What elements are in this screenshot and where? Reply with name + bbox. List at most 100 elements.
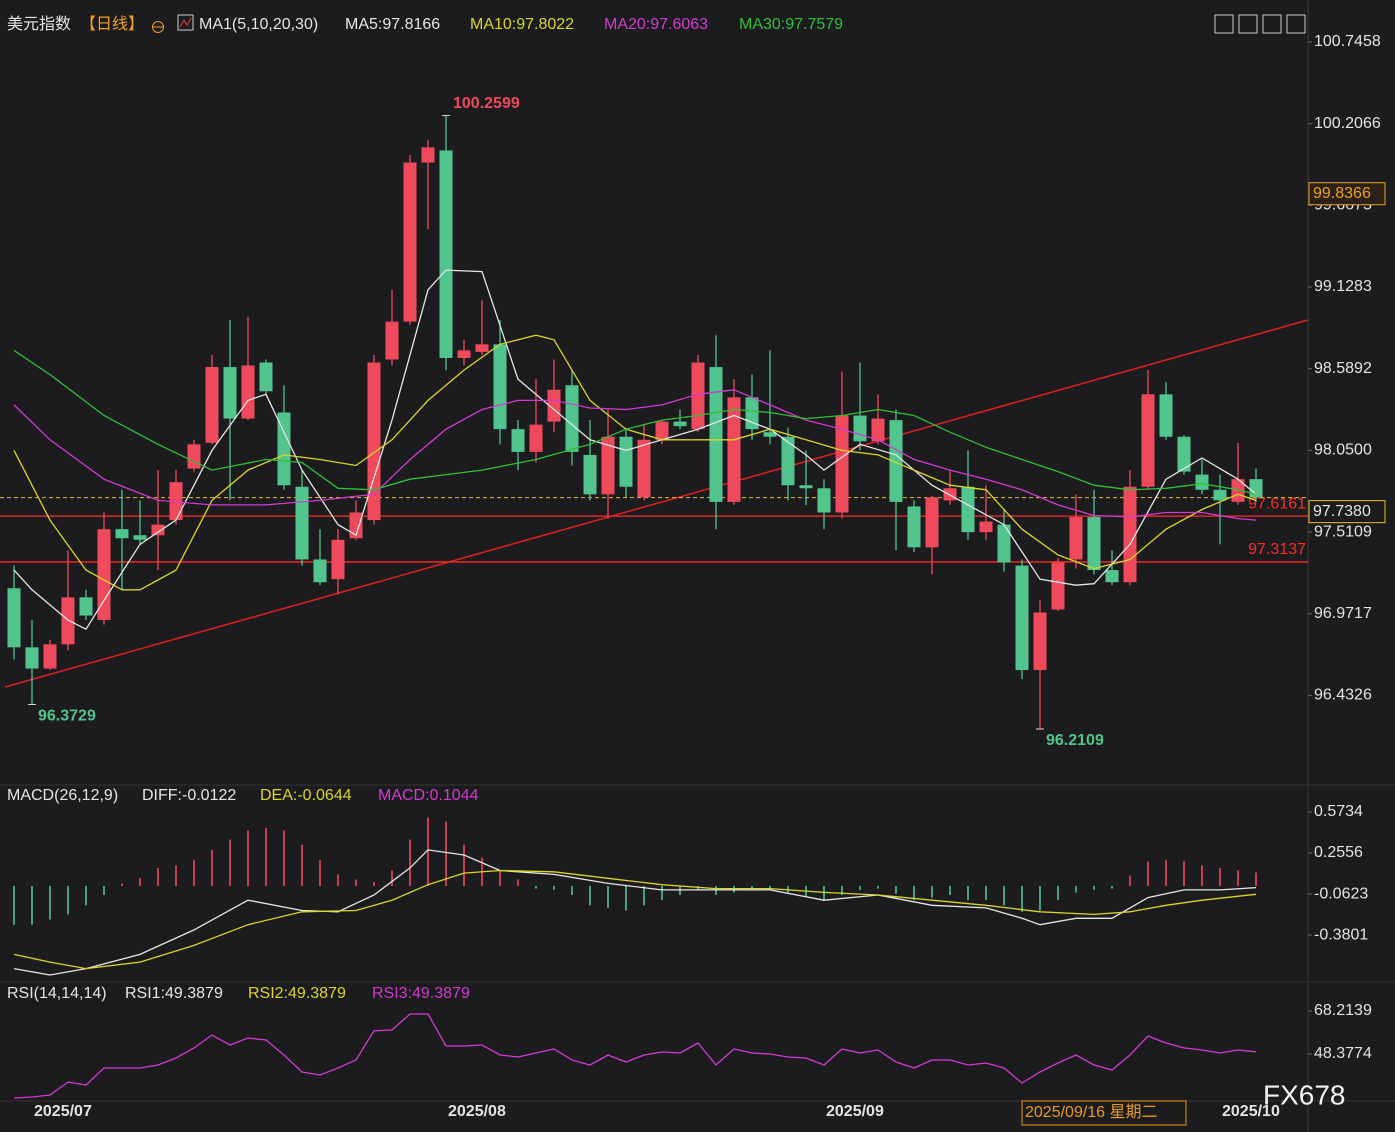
x-tick-label: 2025/08 xyxy=(448,1103,506,1120)
watermark: FX678 xyxy=(1263,1079,1346,1110)
legend-entry: DEA:-0.0644 xyxy=(260,787,352,804)
candle-body xyxy=(1051,562,1065,610)
y-tick-label: 99.1283 xyxy=(1314,278,1372,295)
y-tick-label: 100.2066 xyxy=(1314,115,1381,132)
cursor-price-box xyxy=(1308,182,1386,206)
toolbar-button[interactable] xyxy=(1238,14,1258,34)
cursor-date-box xyxy=(1021,1100,1187,1126)
indicator-label: RSI(14,14,14) xyxy=(7,985,107,1002)
extreme-label: 100.2599 xyxy=(453,95,520,112)
y-tick-label: 97.5109 xyxy=(1314,523,1372,540)
y-tick-label: 0.2556 xyxy=(1314,844,1363,861)
toolbar xyxy=(1214,14,1306,34)
candle-body xyxy=(961,486,975,533)
candle-body xyxy=(1087,517,1101,571)
candle-body xyxy=(493,344,507,430)
candle-body xyxy=(727,397,741,502)
candle-body xyxy=(691,362,705,430)
candle-body xyxy=(907,506,921,548)
last-price-label: 97.7380 xyxy=(1313,503,1371,520)
trend-line xyxy=(4,319,1309,688)
candle-body xyxy=(673,421,687,427)
rsi-line xyxy=(13,1013,1257,1099)
candle-body xyxy=(331,539,345,580)
y-tick-label: -0.0623 xyxy=(1314,885,1368,902)
candle-body xyxy=(223,367,237,419)
legend-entry: MA20:97.6063 xyxy=(604,16,708,33)
candle-body xyxy=(529,424,543,452)
y-tick-label: 98.0500 xyxy=(1314,442,1372,459)
candle-body xyxy=(1015,565,1029,671)
candle-body xyxy=(7,588,21,648)
legend-entry: RSI1:49.3879 xyxy=(125,985,223,1002)
candle-body xyxy=(1195,474,1209,490)
ma-line xyxy=(13,389,1257,521)
candle-body xyxy=(889,420,903,502)
candle-body xyxy=(1069,517,1083,560)
y-tick-label: 0.5734 xyxy=(1314,803,1363,820)
candle-body xyxy=(1123,486,1137,583)
candle-body xyxy=(25,647,39,669)
legend-entry: RSI2:49.3879 xyxy=(248,985,346,1002)
candle-body xyxy=(1141,394,1155,487)
toolbar-button[interactable] xyxy=(1214,14,1234,34)
macd-line xyxy=(13,849,1257,976)
y-tick-label: 98.5892 xyxy=(1314,360,1372,377)
candle-body xyxy=(817,488,831,513)
candle-body xyxy=(655,421,669,440)
price-line-label: 97.3137 xyxy=(1248,541,1306,558)
legend-entry: MACD:0.1044 xyxy=(378,787,479,804)
indicator-icon xyxy=(179,17,192,28)
title: 美元指数 xyxy=(7,15,71,33)
candle-body xyxy=(205,367,219,443)
candle-body xyxy=(565,385,579,452)
y-tick-label: 96.4326 xyxy=(1314,687,1372,704)
legend-entry: DIFF:-0.0122 xyxy=(142,787,236,804)
candle-body xyxy=(43,644,57,669)
candle-body xyxy=(277,412,291,486)
legend-entry: MA10:97.8022 xyxy=(470,16,574,33)
cursor-date: 2025/09/16 星期二 xyxy=(1025,1103,1158,1121)
candle-body xyxy=(475,344,489,352)
candle-body xyxy=(259,362,273,392)
candle-body xyxy=(637,439,651,498)
x-tick-label: 2025/09 xyxy=(826,1103,884,1120)
candle-body xyxy=(457,350,471,358)
x-tick-label: 2025/10 xyxy=(1222,1103,1280,1120)
last-price-box xyxy=(1308,500,1386,524)
candle-body xyxy=(1249,479,1263,498)
indicator-icon[interactable] xyxy=(177,14,194,31)
price-line-label: 97.6161 xyxy=(1248,495,1306,512)
period: 【日线】 xyxy=(80,15,144,33)
ma-line xyxy=(13,269,1257,631)
candle-body xyxy=(421,147,435,163)
legend-entry: RSI3:49.3879 xyxy=(372,985,470,1002)
candle-body xyxy=(619,436,633,487)
candle-body xyxy=(1213,489,1227,501)
candle-body xyxy=(709,367,723,502)
candle-body xyxy=(763,432,777,437)
candle-body xyxy=(979,521,993,533)
y-tick-label: -0.3801 xyxy=(1314,926,1368,943)
candle-body xyxy=(1177,436,1191,472)
indicator-label: MACD(26,12,9) xyxy=(7,787,118,804)
candle-body xyxy=(1033,612,1047,671)
candle-body xyxy=(853,415,867,442)
legend-entry: MA30:97.7579 xyxy=(739,16,843,33)
extreme-label: 96.3729 xyxy=(38,708,96,725)
toolbar-button[interactable] xyxy=(1262,14,1282,34)
x-tick-label: 2025/07 xyxy=(34,1103,92,1120)
candle-body xyxy=(385,321,399,360)
candle-body xyxy=(133,535,147,540)
candle-body xyxy=(601,436,615,495)
legend-entry: MA5:97.8166 xyxy=(345,16,440,33)
toolbar-button[interactable] xyxy=(1286,14,1306,34)
candle-body xyxy=(871,418,885,442)
macd-line xyxy=(13,869,1257,970)
candle-body xyxy=(799,485,813,489)
candle-body xyxy=(313,559,327,583)
candle-body xyxy=(295,486,309,560)
candle-body xyxy=(187,444,201,469)
